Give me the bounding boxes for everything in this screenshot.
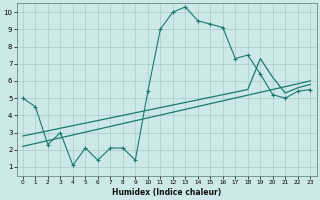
X-axis label: Humidex (Indice chaleur): Humidex (Indice chaleur) [112, 188, 221, 197]
